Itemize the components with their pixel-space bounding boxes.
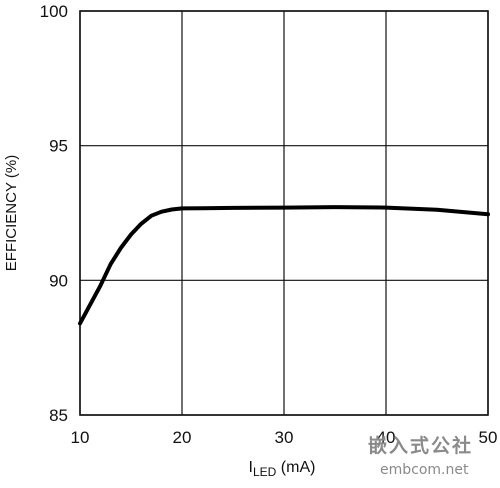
x-axis-label-main: I [249, 459, 253, 476]
efficiency-curve [78, 205, 490, 326]
grid-lines [79, 10, 489, 416]
x-tick-label: 40 [377, 428, 396, 447]
y-tick-label: 85 [49, 406, 68, 425]
x-axis-label: ILED (mA) [249, 459, 316, 479]
x-axis-label-unit: (mA) [276, 459, 315, 476]
y-tick-label: 100 [40, 2, 68, 21]
y-tick-label: 90 [49, 271, 68, 290]
watermark-url: embcom.net [380, 462, 469, 478]
x-tick-label: 10 [71, 428, 90, 447]
x-tick-label: 30 [275, 428, 294, 447]
tick-labels: 10 20 30 40 50 85 90 95 100 [40, 2, 498, 447]
y-axis-label: EFFICIENCY (%) [3, 155, 20, 271]
x-tick-label: 20 [173, 428, 192, 447]
x-tick-label: 50 [479, 428, 498, 447]
y-tick-label: 95 [49, 137, 68, 156]
watermark: 嵌入式公社 embcom.net [368, 434, 473, 478]
x-axis-label-subscript: LED [253, 465, 277, 479]
watermark-cn: 嵌入式公社 [368, 434, 473, 457]
